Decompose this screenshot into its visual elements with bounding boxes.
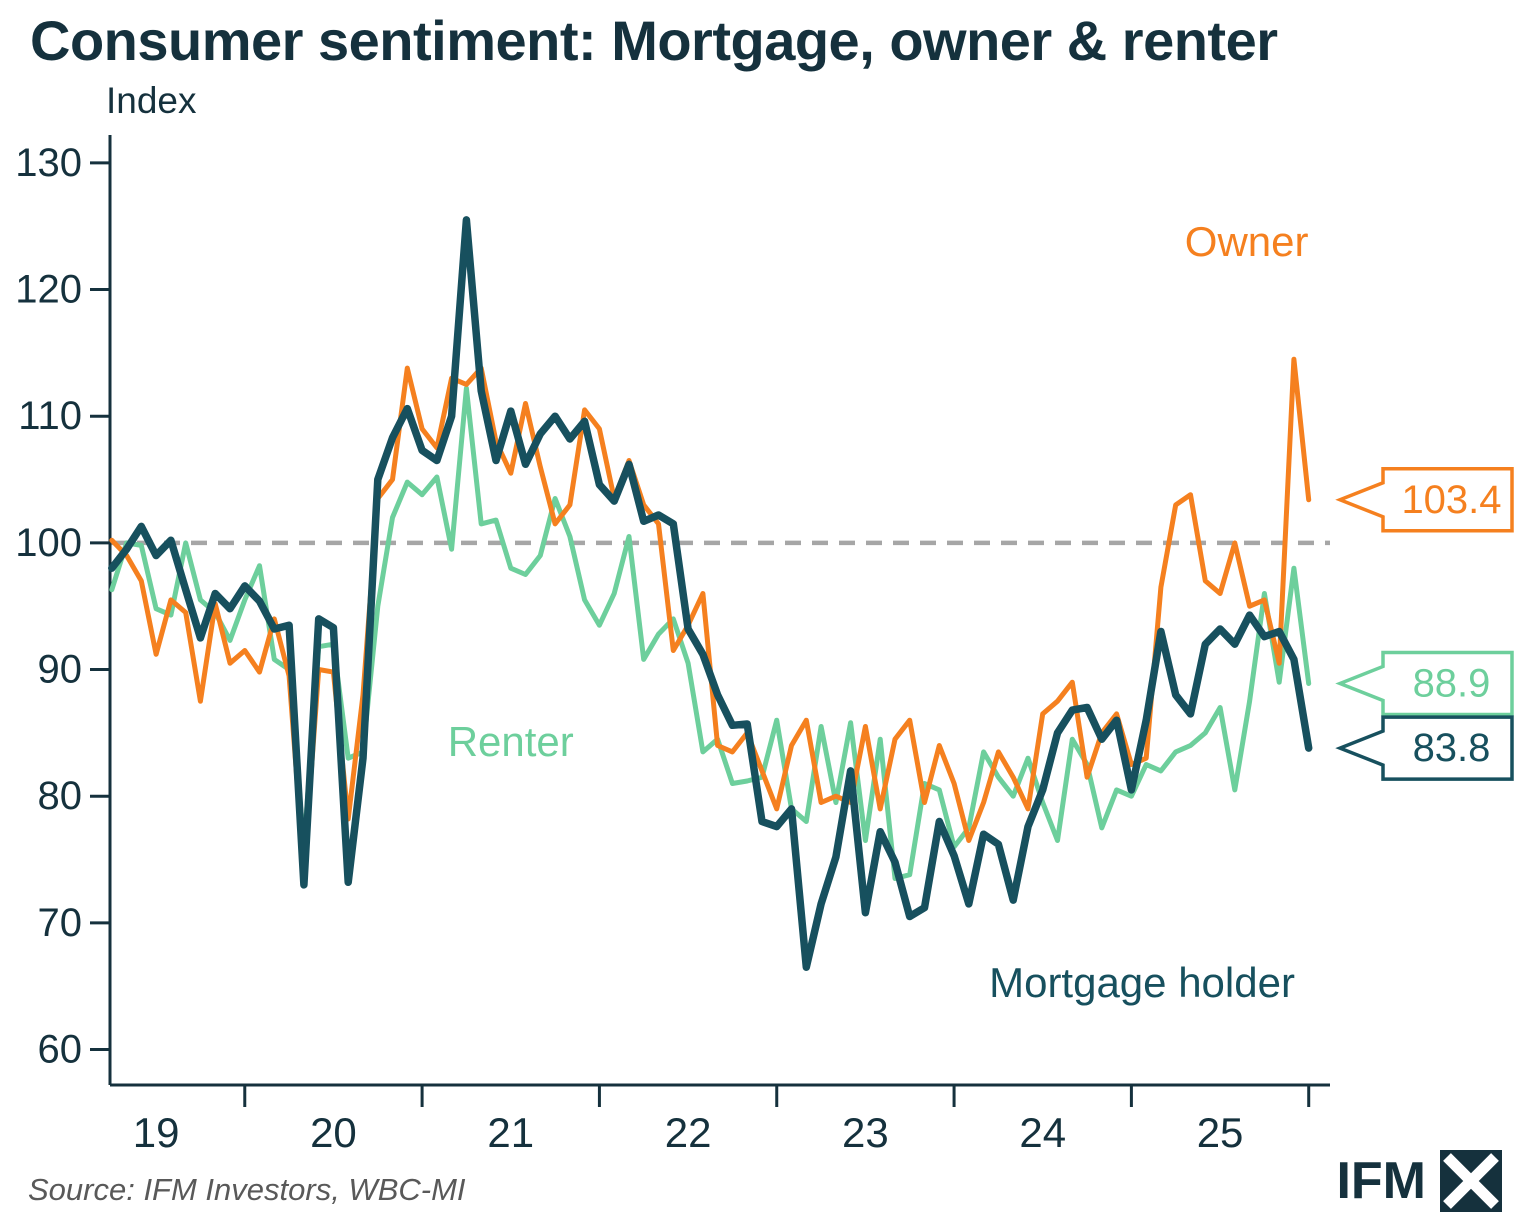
callout-value: 88.9 bbox=[1413, 661, 1491, 705]
axes: 60 70 80 90 100 110 120 130 19 20 21 22 23 24 25 bbox=[15, 135, 1330, 1156]
y-tick-label: 60 bbox=[38, 1028, 83, 1072]
x-tick-label: 25 bbox=[1197, 1109, 1244, 1156]
callout-shape bbox=[1335, 650, 1514, 717]
y-tick-label: 70 bbox=[38, 901, 83, 945]
ifm-logo-icon bbox=[1440, 1150, 1502, 1212]
y-tick-label: 130 bbox=[15, 141, 82, 185]
callout-value: 103.4 bbox=[1401, 478, 1501, 522]
chart-title: Consumer sentiment: Mortgage, owner & re… bbox=[30, 9, 1278, 72]
series-line-mortgage-holder bbox=[108, 216, 1313, 971]
x-tick-label: 20 bbox=[310, 1109, 357, 1156]
y-tick-label: 80 bbox=[38, 774, 83, 818]
x-tick-label: 19 bbox=[133, 1109, 180, 1156]
series-label-mortgage-holder: Mortgage holder bbox=[989, 959, 1295, 1006]
x-tick-label: 24 bbox=[1019, 1109, 1066, 1156]
ifm-logo: IFM bbox=[1336, 1150, 1502, 1212]
series-label-owner: Owner bbox=[1185, 218, 1309, 265]
callout-shape bbox=[1335, 467, 1514, 533]
end-value-callout-owner: 103.4 bbox=[1335, 467, 1514, 533]
ifm-logo-text: IFM bbox=[1336, 1152, 1426, 1210]
end-value-callout-mortgage-holder: 83.8 bbox=[1335, 715, 1514, 781]
callout-value: 83.8 bbox=[1413, 726, 1491, 770]
series-label-renter: Renter bbox=[448, 718, 574, 765]
x-tick-label: 23 bbox=[842, 1109, 889, 1156]
y-axis-title: Index bbox=[106, 80, 197, 121]
y-tick-label: 120 bbox=[15, 268, 82, 312]
y-tick-label: 100 bbox=[15, 521, 82, 565]
source-text: Source: IFM Investors, WBC-MI bbox=[28, 1172, 466, 1207]
y-tick-label: 90 bbox=[38, 648, 83, 692]
x-tick-label: 21 bbox=[487, 1109, 534, 1156]
end-value-callout-renter: 88.9 bbox=[1335, 650, 1514, 717]
callout-shape bbox=[1335, 715, 1514, 781]
x-tick-label: 22 bbox=[665, 1109, 712, 1156]
y-tick-label: 110 bbox=[18, 394, 82, 438]
